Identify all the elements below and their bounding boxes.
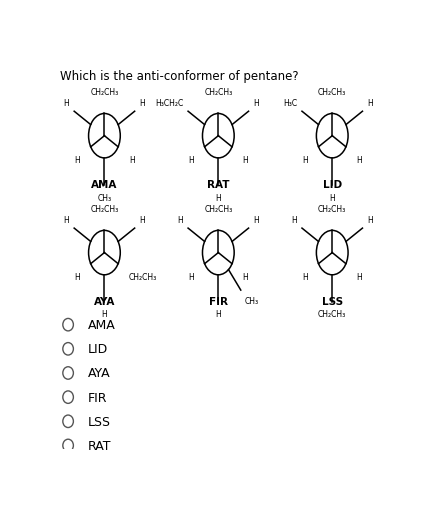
Text: CH₂CH₃: CH₂CH₃: [318, 310, 346, 319]
Text: Which is the anti-conformer of pentane?: Which is the anti-conformer of pentane?: [60, 70, 299, 83]
Text: RAT: RAT: [207, 180, 230, 190]
Text: AYA: AYA: [88, 367, 110, 380]
Text: H: H: [367, 99, 373, 108]
Text: CH₂CH₃: CH₂CH₃: [90, 205, 118, 214]
Text: H: H: [329, 193, 335, 202]
Text: LID: LID: [322, 180, 342, 190]
Text: H: H: [74, 156, 80, 165]
Text: CH₃: CH₃: [245, 296, 259, 306]
Text: H: H: [253, 216, 259, 225]
Text: LID: LID: [88, 342, 108, 356]
Text: H: H: [140, 99, 145, 108]
Text: CH₂CH₃: CH₂CH₃: [204, 205, 233, 214]
Text: H: H: [357, 156, 363, 165]
Text: H₃C: H₃C: [283, 99, 297, 108]
Text: CH₂CH₃: CH₂CH₃: [204, 88, 233, 97]
Text: AMA: AMA: [91, 180, 118, 190]
Text: H: H: [243, 156, 248, 165]
Text: H: H: [188, 156, 194, 165]
Text: H: H: [178, 216, 183, 225]
Text: H: H: [216, 310, 221, 319]
Text: H: H: [129, 156, 135, 165]
Text: LSS: LSS: [322, 296, 343, 307]
Text: H: H: [216, 193, 221, 202]
Text: RAT: RAT: [88, 439, 112, 452]
Text: H: H: [243, 273, 248, 282]
Text: CH₂CH₃: CH₂CH₃: [90, 88, 118, 97]
Text: H: H: [367, 216, 373, 225]
Text: H: H: [302, 156, 308, 165]
Text: CH₂CH₃: CH₂CH₃: [318, 88, 346, 97]
Text: H: H: [63, 99, 69, 108]
Text: H: H: [291, 216, 297, 225]
Text: H: H: [63, 216, 69, 225]
Text: FIR: FIR: [88, 391, 107, 404]
Text: CH₃: CH₃: [98, 193, 112, 202]
Text: CH₂CH₃: CH₂CH₃: [318, 205, 346, 214]
Text: H: H: [74, 273, 80, 282]
Text: LSS: LSS: [88, 415, 111, 428]
Text: H₃CH₂C: H₃CH₂C: [155, 99, 183, 108]
Text: H: H: [101, 310, 107, 319]
Text: AMA: AMA: [88, 319, 116, 331]
Text: CH₂CH₃: CH₂CH₃: [129, 273, 157, 282]
Text: H: H: [188, 273, 194, 282]
Text: H: H: [140, 216, 145, 225]
Text: H: H: [302, 273, 308, 282]
Text: AYA: AYA: [94, 296, 115, 307]
Text: H: H: [253, 99, 259, 108]
Text: H: H: [357, 273, 363, 282]
Text: FIR: FIR: [209, 296, 228, 307]
